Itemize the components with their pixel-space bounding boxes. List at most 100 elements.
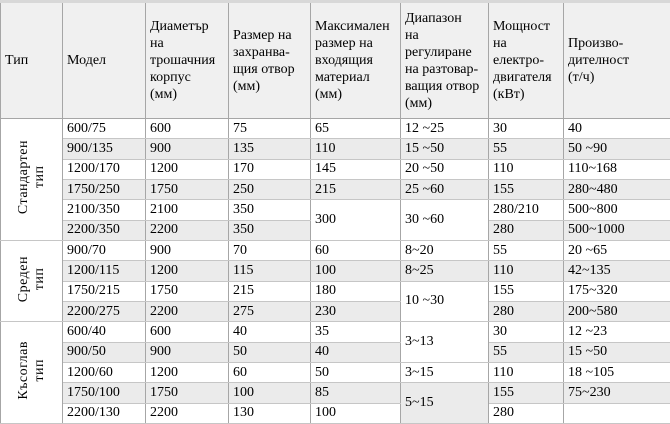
model-cell: 900/135 xyxy=(62,138,146,160)
power-cell: 110 xyxy=(488,361,564,384)
max-input-cell: 300 xyxy=(310,199,401,241)
range-cell: 15 ~50 xyxy=(400,138,489,160)
max-input-cell: 215 xyxy=(310,178,401,201)
model-cell: 1200/60 xyxy=(62,361,146,384)
diameter-cell: 600 xyxy=(145,321,229,343)
capacity-cell: 280~480 xyxy=(563,178,670,201)
model-cell: 2200/130 xyxy=(62,402,146,424)
diameter-cell: 1200 xyxy=(145,361,229,384)
diameter-cell: 600 xyxy=(145,117,229,140)
max-input-cell: 100 xyxy=(310,402,401,424)
power-cell: 155 xyxy=(488,178,564,201)
capacity-cell: 42~135 xyxy=(563,260,670,282)
table-row: 1200/60 1200 60 50 3~15 110 18 ~105 xyxy=(1,361,670,384)
col-header-motor-power: Мощност на електро- двигателя (кВт) xyxy=(488,1,564,119)
max-input-cell: 180 xyxy=(310,280,401,302)
table-row: 2100/350 2100 350 300 30 ~60 280/210 500… xyxy=(1,199,670,241)
diameter-cell: 2200 xyxy=(145,402,229,424)
col-header-diameter: Диаметър на трошачния корпус (мм) xyxy=(145,1,229,119)
range-cell: 8~20 xyxy=(400,239,489,262)
diameter-cell: 1750 xyxy=(145,382,229,404)
capacity-cell: 12 ~23 xyxy=(563,321,670,343)
type-group-cell: Късоглав тип xyxy=(0,321,63,424)
capacity-cell: 40 xyxy=(563,117,670,140)
capacity-cell: 20 ~65 xyxy=(563,239,670,262)
table-row: 900/50 900 50 40 55 15 ~50 xyxy=(1,341,670,363)
feed-size-cell: 75 xyxy=(228,117,311,140)
model-cell: 600/40 xyxy=(62,321,146,343)
power-cell: 155 xyxy=(488,280,564,302)
max-input-cell: 100 xyxy=(310,260,401,282)
table-row: 2200/350 2200 350 280 500~1000 xyxy=(1,219,670,241)
table-row: 2200/130 2200 130 100 280 xyxy=(1,402,670,424)
power-cell: 55 xyxy=(488,341,564,363)
feed-size-cell: 40 xyxy=(228,321,311,343)
feed-size-cell: 70 xyxy=(228,239,311,262)
capacity-cell: 200~580 xyxy=(563,300,670,323)
model-cell: 900/70 xyxy=(62,239,146,262)
capacity-cell xyxy=(563,402,670,424)
capacity-cell: 15 ~50 xyxy=(563,341,670,363)
feed-size-cell: 350 xyxy=(228,199,311,221)
col-header-type: Тип xyxy=(0,1,63,119)
table-row: Среден тип 900/70 900 70 60 8~20 55 20 ~… xyxy=(0,239,670,323)
power-cell: 55 xyxy=(488,138,564,160)
diameter-cell: 1200 xyxy=(145,158,229,180)
model-cell: 900/50 xyxy=(62,341,146,363)
model-cell: 2200/350 xyxy=(62,219,146,241)
type-group-label: Стандартен тип xyxy=(15,139,47,215)
feed-size-cell: 100 xyxy=(228,382,311,404)
diameter-cell: 2200 xyxy=(145,300,229,323)
diameter-cell: 1750 xyxy=(145,280,229,302)
feed-size-cell: 275 xyxy=(228,300,311,323)
table-row: 1200/115 1200 115 100 8~25 110 42~135 xyxy=(1,260,670,282)
power-cell: 30 xyxy=(488,117,564,140)
capacity-cell: 50 ~90 xyxy=(563,138,670,160)
power-cell: 280 xyxy=(488,219,564,241)
type-group-cell: Стандартен тип xyxy=(0,118,63,241)
model-cell: 1200/115 xyxy=(62,260,146,282)
power-cell: 110 xyxy=(488,260,564,282)
model-cell: 1750/250 xyxy=(62,178,146,201)
diameter-cell: 2200 xyxy=(145,219,229,241)
type-group-label: Късоглав тип xyxy=(15,340,47,400)
max-input-cell: 85 xyxy=(310,382,401,404)
capacity-cell: 500~1000 xyxy=(563,219,670,241)
model-cell: 1750/100 xyxy=(62,382,146,404)
range-cell: 3~15 xyxy=(400,361,489,384)
col-header-discharge-range: Диапазон на регулиране на разтовар- ващи… xyxy=(400,1,489,119)
max-input-cell: 110 xyxy=(310,138,401,160)
max-input-cell: 35 xyxy=(310,321,401,343)
feed-size-cell: 115 xyxy=(228,260,311,282)
power-cell: 30 xyxy=(488,321,564,343)
power-cell: 280 xyxy=(488,300,564,323)
table-row: 1750/215 1750 215 180 10 ~30 155 175~320 xyxy=(1,280,670,323)
range-cell: 8~25 xyxy=(400,260,489,282)
table-row: 900/135 900 135 110 15 ~50 55 50 ~90 xyxy=(1,138,670,160)
type-group-label: Среден тип xyxy=(15,255,47,302)
feed-size-cell: 135 xyxy=(228,138,311,160)
col-header-feed-opening: Размер на захранва- щия отвор (мм) xyxy=(228,1,311,119)
feed-size-cell: 250 xyxy=(228,178,311,201)
diameter-cell: 900 xyxy=(145,239,229,262)
range-cell: 12 ~25 xyxy=(400,117,489,140)
table-row: 1750/100 1750 100 85 5~15 155 75~230 xyxy=(1,382,670,424)
feed-size-cell: 170 xyxy=(228,158,311,180)
power-cell: 155 xyxy=(488,382,564,404)
model-cell: 1750/215 xyxy=(62,280,146,302)
power-cell: 55 xyxy=(488,239,564,262)
capacity-cell: 500~800 xyxy=(563,199,670,221)
header-row: Тип Модел Диаметър на трошачния корпус (… xyxy=(0,1,670,119)
max-input-cell: 65 xyxy=(310,117,401,140)
capacity-cell: 175~320 xyxy=(563,280,670,302)
feed-size-cell: 350 xyxy=(228,219,311,241)
model-cell: 600/75 xyxy=(62,117,146,140)
col-header-model: Модел xyxy=(62,1,146,119)
model-cell: 1200/170 xyxy=(62,158,146,180)
feed-size-cell: 50 xyxy=(228,341,311,363)
max-input-cell: 145 xyxy=(310,158,401,180)
feed-size-cell: 130 xyxy=(228,402,311,424)
range-cell: 20 ~50 xyxy=(400,158,489,180)
table-row: 2200/275 2200 275 230 280 200~580 xyxy=(1,300,670,323)
